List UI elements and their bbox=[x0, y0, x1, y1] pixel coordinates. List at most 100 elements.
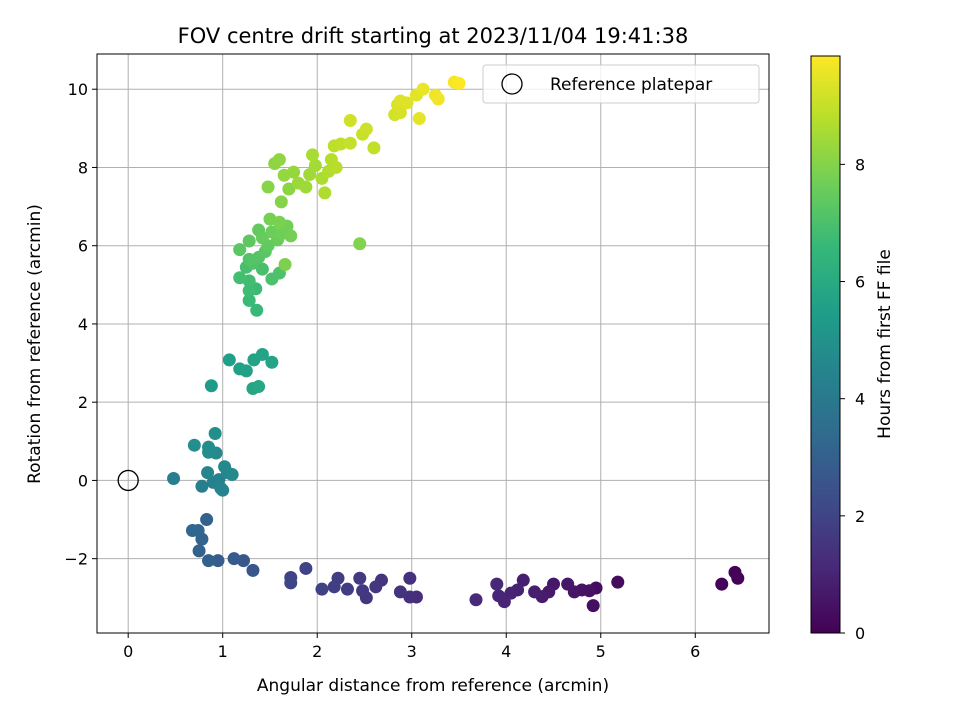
colorbar: 0 2 4 6 8 Hours from first FF file bbox=[810, 55, 895, 643]
data-point bbox=[516, 573, 530, 587]
data-point bbox=[452, 76, 466, 90]
data-point bbox=[191, 524, 205, 538]
data-point bbox=[246, 563, 260, 577]
data-point bbox=[242, 284, 256, 298]
data-point bbox=[242, 293, 256, 307]
y-tick-label: −2 bbox=[64, 550, 88, 569]
reference-platepar-marker bbox=[117, 469, 139, 492]
data-point bbox=[329, 160, 343, 174]
y-tick-label: 0 bbox=[78, 471, 88, 490]
legend-box bbox=[482, 64, 760, 104]
colorbar-tick-label: 6 bbox=[855, 273, 865, 292]
x-axis-label: Angular distance from reference (arcmin) bbox=[257, 676, 609, 696]
data-point bbox=[255, 262, 269, 276]
data-point bbox=[586, 599, 600, 613]
data-point bbox=[299, 180, 313, 194]
colorbar-ticks: 0 2 4 6 8 bbox=[840, 155, 865, 643]
data-point bbox=[187, 438, 201, 452]
data-point bbox=[272, 153, 286, 167]
data-point bbox=[318, 186, 332, 200]
data-point bbox=[305, 148, 319, 162]
chart-title: FOV centre drift starting at 2023/11/04 … bbox=[178, 24, 689, 48]
data-point bbox=[490, 577, 504, 591]
y-tick-label: 10 bbox=[68, 80, 88, 99]
data-point bbox=[611, 575, 625, 589]
data-point bbox=[233, 271, 247, 285]
data-point bbox=[359, 122, 373, 136]
data-point bbox=[250, 303, 264, 317]
x-tick-label: 4 bbox=[501, 642, 511, 661]
colorbar-gradient bbox=[810, 55, 841, 634]
data-point bbox=[528, 585, 542, 599]
axis-ticks: 0 1 2 3 4 5 6 −2 0 2 4 6 8 10 bbox=[64, 80, 700, 661]
legend-label-reference-platepar: Reference platepar bbox=[550, 75, 712, 95]
data-point bbox=[731, 571, 745, 585]
data-point bbox=[233, 243, 247, 257]
data-point bbox=[216, 483, 230, 497]
data-point bbox=[315, 582, 329, 596]
x-tick-label: 5 bbox=[596, 642, 606, 661]
y-tick-label: 4 bbox=[78, 315, 88, 334]
data-point bbox=[192, 544, 206, 558]
data-point bbox=[218, 460, 232, 474]
data-point bbox=[492, 589, 506, 603]
data-point bbox=[282, 182, 296, 196]
legend: Reference platepar bbox=[482, 64, 760, 104]
colorbar-tick-label: 2 bbox=[855, 507, 865, 526]
x-tick-label: 1 bbox=[218, 642, 228, 661]
data-point bbox=[400, 96, 414, 110]
data-point bbox=[327, 580, 341, 594]
data-point bbox=[265, 355, 279, 369]
data-point bbox=[469, 593, 483, 607]
data-point bbox=[195, 479, 209, 493]
colorbar-tick-label: 8 bbox=[855, 155, 865, 174]
x-tick-label: 3 bbox=[407, 642, 417, 661]
y-tick-label: 2 bbox=[78, 393, 88, 412]
x-tick-label: 6 bbox=[690, 642, 700, 661]
data-point bbox=[222, 353, 236, 367]
data-point bbox=[287, 165, 301, 179]
data-point bbox=[255, 347, 269, 361]
data-point bbox=[353, 237, 367, 251]
data-point bbox=[412, 112, 426, 126]
data-point bbox=[272, 215, 286, 229]
data-point bbox=[403, 571, 417, 585]
data-point bbox=[369, 580, 383, 594]
data-points bbox=[117, 75, 745, 613]
data-point bbox=[204, 379, 218, 393]
data-point bbox=[255, 231, 269, 245]
data-point bbox=[715, 577, 729, 591]
data-point bbox=[202, 554, 216, 568]
x-tick-label: 0 bbox=[123, 642, 133, 661]
data-point bbox=[343, 136, 357, 150]
data-point bbox=[211, 554, 225, 568]
x-tick-label: 2 bbox=[312, 642, 322, 661]
data-point bbox=[201, 466, 215, 480]
data-point bbox=[252, 380, 266, 394]
data-point bbox=[356, 584, 370, 598]
plot-area-frame bbox=[96, 53, 770, 634]
legend-marker-open-circle bbox=[501, 73, 523, 95]
data-point bbox=[308, 158, 322, 172]
data-point bbox=[202, 440, 216, 454]
data-point bbox=[334, 137, 348, 151]
y-tick-label: 6 bbox=[78, 237, 88, 256]
data-point bbox=[561, 577, 575, 591]
data-point bbox=[284, 576, 298, 590]
data-point bbox=[353, 571, 367, 585]
data-point bbox=[299, 561, 313, 575]
data-point bbox=[239, 364, 253, 378]
data-point bbox=[261, 180, 275, 194]
data-point bbox=[200, 513, 214, 527]
data-point bbox=[278, 257, 292, 271]
colorbar-tick-label: 0 bbox=[855, 624, 865, 643]
data-point bbox=[242, 234, 256, 248]
data-point bbox=[208, 426, 222, 440]
data-point bbox=[340, 582, 354, 596]
data-point bbox=[284, 229, 298, 243]
y-axis-label: Rotation from reference (arcmin) bbox=[25, 204, 45, 484]
data-point bbox=[416, 82, 430, 96]
data-point bbox=[393, 585, 407, 599]
data-point bbox=[343, 114, 357, 128]
